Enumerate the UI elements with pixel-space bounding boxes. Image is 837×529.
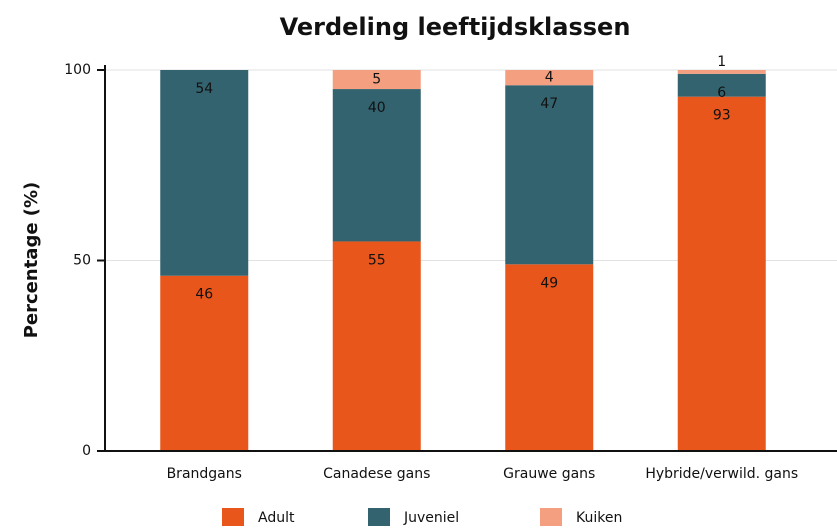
bar-segment [332, 241, 421, 451]
data-label: 40 [368, 100, 386, 116]
data-label: 46 [195, 287, 213, 303]
data-label: 47 [540, 96, 558, 112]
bar-segment [332, 70, 421, 90]
data-label: 6 [717, 85, 726, 101]
data-label: 93 [713, 108, 731, 124]
x-tick-label: Brandgans [167, 466, 242, 482]
data-label: 4 [545, 70, 554, 86]
bar-segment [332, 89, 421, 242]
chart-title: Verdeling leeftijdsklassen [280, 13, 631, 41]
legend-swatch [368, 508, 390, 526]
bar-segment [505, 85, 594, 265]
data-label: 54 [195, 81, 213, 97]
y-axis-title: Percentage (%) [21, 182, 42, 339]
x-tick-label: Grauwe gans [503, 466, 595, 482]
bar-segment [160, 70, 249, 276]
legend-swatch [222, 508, 244, 526]
y-tick-label: 100 [64, 62, 91, 78]
data-label: 1 [717, 54, 726, 70]
legend-label: Juveniel [403, 510, 459, 526]
bar-segment [677, 73, 766, 97]
x-tick-label: Hybride/verwild. gans [645, 466, 798, 482]
data-label: 5 [372, 72, 381, 88]
bar-segment [505, 70, 594, 86]
legend-label: Kuiken [576, 510, 622, 526]
x-tick-label: Canadese gans [323, 466, 430, 482]
bar-segment [677, 96, 766, 452]
y-tick-label: 0 [82, 443, 91, 459]
bar-segment [677, 70, 766, 74]
legend-label: Adult [258, 510, 295, 526]
bar-segment [160, 275, 249, 451]
y-tick-label: 50 [73, 253, 91, 269]
data-label: 49 [540, 275, 558, 291]
bar-segment [505, 264, 594, 451]
data-label: 55 [368, 252, 386, 268]
legend-swatch [540, 508, 562, 526]
